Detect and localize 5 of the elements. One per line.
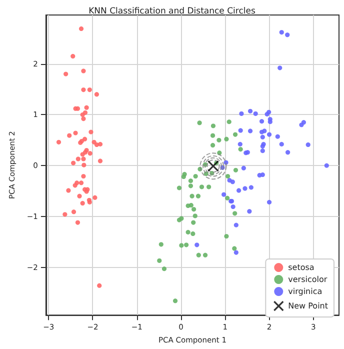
legend-label: New Point xyxy=(288,302,328,310)
chart-title: KNN Classification and Distance Circles xyxy=(88,6,256,16)
legend-label: virginica xyxy=(288,287,322,296)
legend-label: setosa xyxy=(288,263,314,272)
legend-label: versicolor xyxy=(288,275,328,284)
